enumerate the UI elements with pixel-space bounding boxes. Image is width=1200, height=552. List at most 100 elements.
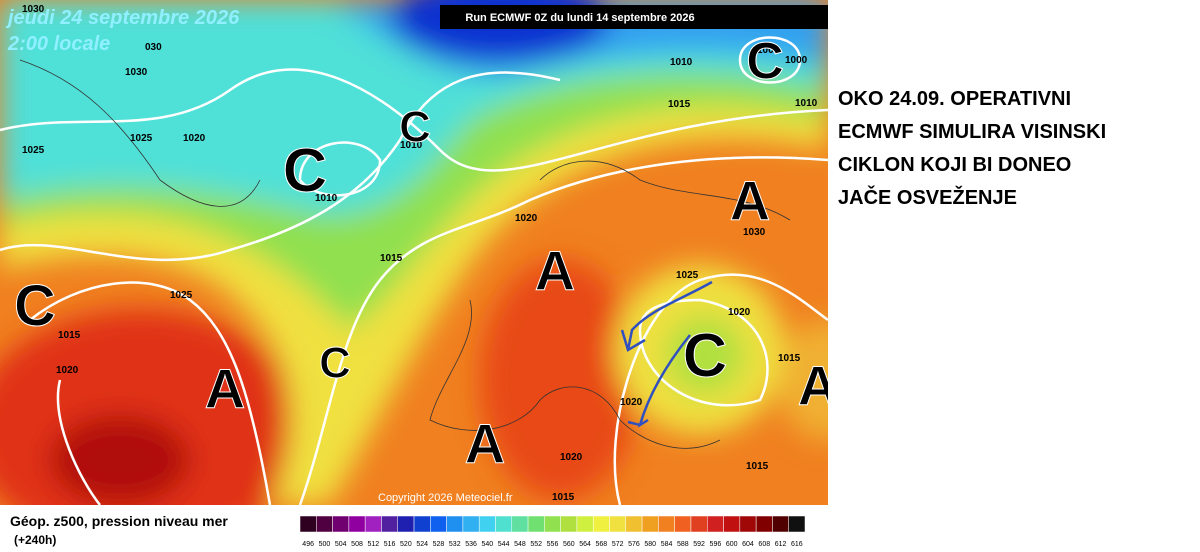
isobar-label: 1020	[728, 307, 751, 318]
scale-swatch	[446, 515, 464, 533]
isobar-label: 1010	[670, 57, 693, 68]
pressure-center: C	[283, 136, 328, 205]
scale-swatch	[674, 515, 692, 533]
isobar-label: 1025	[170, 290, 193, 301]
scale-label: 560	[563, 541, 575, 548]
scale-swatch	[592, 515, 610, 533]
annotation-line: OKO 24.09. OPERATIVNI	[838, 88, 1072, 110]
scale-label: 552	[530, 541, 542, 548]
scale-label: 536	[465, 541, 477, 548]
isobar-label: 1015	[746, 461, 769, 472]
isobars	[0, 36, 828, 505]
date-title: jeudi 24 septembre 2026	[5, 7, 240, 29]
pressure-center: C	[683, 321, 728, 390]
scale-label: 508	[351, 541, 363, 548]
scale-swatch	[316, 515, 333, 533]
isobar-label: 1005	[757, 45, 780, 56]
isobar-label: 1025	[22, 145, 45, 156]
scale-swatch	[413, 515, 431, 533]
scale-label: 524	[416, 541, 428, 548]
scale-swatch	[788, 515, 806, 533]
pressure-center: C	[746, 33, 784, 91]
scale-label: 504	[335, 541, 347, 548]
pressure-center: A	[730, 169, 770, 232]
scale-label: 604	[742, 541, 754, 548]
pressure-center: C	[319, 339, 351, 388]
isobar-label: 1020	[56, 365, 79, 376]
color-scale: 496 500 504 508 512 516 520 524 528 532 536 540 544 5…	[299, 515, 806, 548]
scale-swatch	[299, 515, 317, 533]
scale-label: 616	[791, 541, 803, 548]
pressure-center: A	[465, 412, 505, 475]
legend-subtitle: (+240h)	[14, 533, 57, 547]
scale-label: 500	[319, 541, 331, 548]
isobar-label: 1000	[785, 55, 808, 66]
scale-swatch	[690, 515, 708, 533]
scale-label: 612	[775, 541, 787, 548]
pressure-center: C	[14, 273, 56, 338]
pressure-center: C	[399, 103, 431, 152]
scale-swatch	[348, 515, 366, 533]
pressure-center: A	[798, 354, 828, 417]
scale-label: 572	[612, 541, 624, 548]
scale-label: 564	[579, 541, 591, 548]
scale-swatch	[381, 515, 398, 533]
scale-swatch	[462, 515, 480, 533]
scale-swatch	[478, 515, 496, 533]
isobar-label: 1030	[22, 4, 45, 15]
scale-swatch	[723, 515, 741, 533]
scale-label: 540	[481, 541, 493, 548]
isobar-label: 1030	[125, 67, 148, 78]
scale-label: 516	[384, 541, 396, 548]
copyright: Copyright 2026 Meteociel.fr	[378, 492, 513, 504]
scale-label: 600	[726, 541, 738, 548]
scale-label: 544	[498, 541, 510, 548]
coastlines	[19, 59, 791, 449]
isobar-label: 030	[145, 42, 162, 53]
scale-swatch	[495, 515, 513, 533]
scale-label: 532	[449, 541, 461, 548]
isobar-label: 1015	[778, 353, 801, 364]
scale-swatch	[332, 515, 350, 533]
run-box	[440, 5, 828, 29]
scale-label: 584	[661, 541, 673, 548]
legend-title: Géop. z500, pression niveau mer	[10, 513, 228, 529]
isobar-label: 1015	[58, 330, 81, 341]
time-title: 2:00 locale	[7, 33, 110, 55]
annotation-line: ECMWF SIMULIRA VISINSKI	[838, 121, 1107, 143]
hand-drawn-arrows	[620, 280, 713, 428]
scale-swatch	[707, 515, 724, 533]
scale-swatch	[397, 515, 415, 533]
isobar-label: 1015	[552, 492, 575, 503]
scale-swatch	[560, 515, 578, 533]
pressure-center: A	[205, 357, 245, 420]
scale-label: 512	[367, 541, 379, 548]
scale-label: 528	[433, 541, 445, 548]
annotation-line: CIKLON KOJI BI DONEO	[838, 154, 1072, 176]
isobar-label: 1020	[560, 452, 583, 463]
run-info: Run ECMWF 0Z du lundi 14 septembre 2026	[465, 12, 694, 24]
isobar-label: 1025	[676, 270, 699, 281]
isobar-label: 1020	[183, 133, 206, 144]
scale-swatch	[364, 515, 382, 533]
scale-swatch	[772, 515, 789, 533]
scale-label: 568	[596, 541, 608, 548]
isobar-label: 1010	[795, 98, 818, 109]
scale-label: 556	[547, 541, 559, 548]
scale-swatch	[625, 515, 643, 533]
pressure-center: A	[535, 239, 575, 302]
isobar-label: 1020	[515, 213, 538, 224]
scale-label: 548	[514, 541, 526, 548]
scale-label: 496	[302, 541, 314, 548]
scale-swatch	[658, 515, 675, 533]
isobar-label: 1015	[668, 99, 691, 110]
annotation-line: JAČE OSVEŽENJE	[838, 187, 1017, 209]
scale-swatch	[641, 515, 659, 533]
scale-label: 520	[400, 541, 412, 548]
field: 1030 030 1030 1025 1025 1020 1010 1010 1010 1005 1…	[0, 0, 828, 505]
scale-label: 580	[644, 541, 656, 548]
isobar-label: 1010	[315, 193, 338, 204]
isobar-label: 1020	[620, 397, 643, 408]
isobar-label: 1025	[130, 133, 153, 144]
